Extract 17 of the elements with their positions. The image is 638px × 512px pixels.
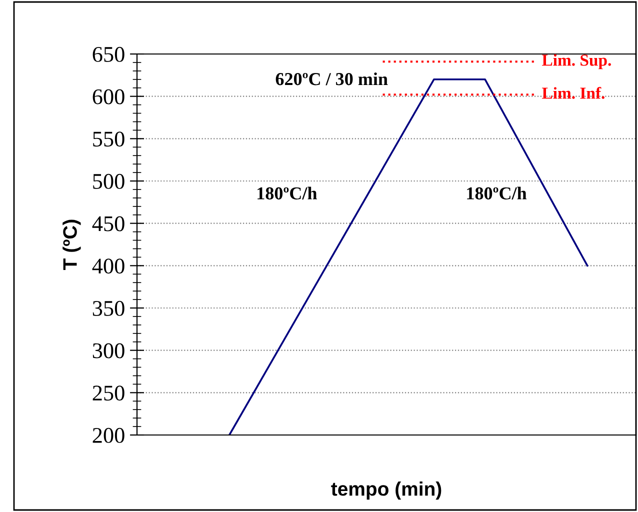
y-axis-title: T (ºC) [62,220,81,270]
series-label: Lim. Inf. [542,86,604,99]
y-tick-label: 600 [92,89,124,104]
series-label: Lim. Sup. [542,54,611,70]
y-tick-label: 400 [92,258,124,274]
y-tick-label: 650 [92,46,124,62]
annotation: 620ºC / 30 min [276,72,388,86]
annotation: 180ºC/h [467,186,527,200]
y-tick-label: 300 [92,343,124,358]
y-tick-label: 250 [92,386,124,401]
y-tick-label: 550 [93,132,124,147]
annotation: 180ºC/h [258,186,317,200]
y-tick-label: 200 [92,428,124,443]
y-tick-label: 450 [92,216,124,232]
y-tick-label: 500 [93,174,124,189]
x-axis-title: tempo (min) [331,482,442,500]
y-tick-label: 350 [92,300,124,316]
